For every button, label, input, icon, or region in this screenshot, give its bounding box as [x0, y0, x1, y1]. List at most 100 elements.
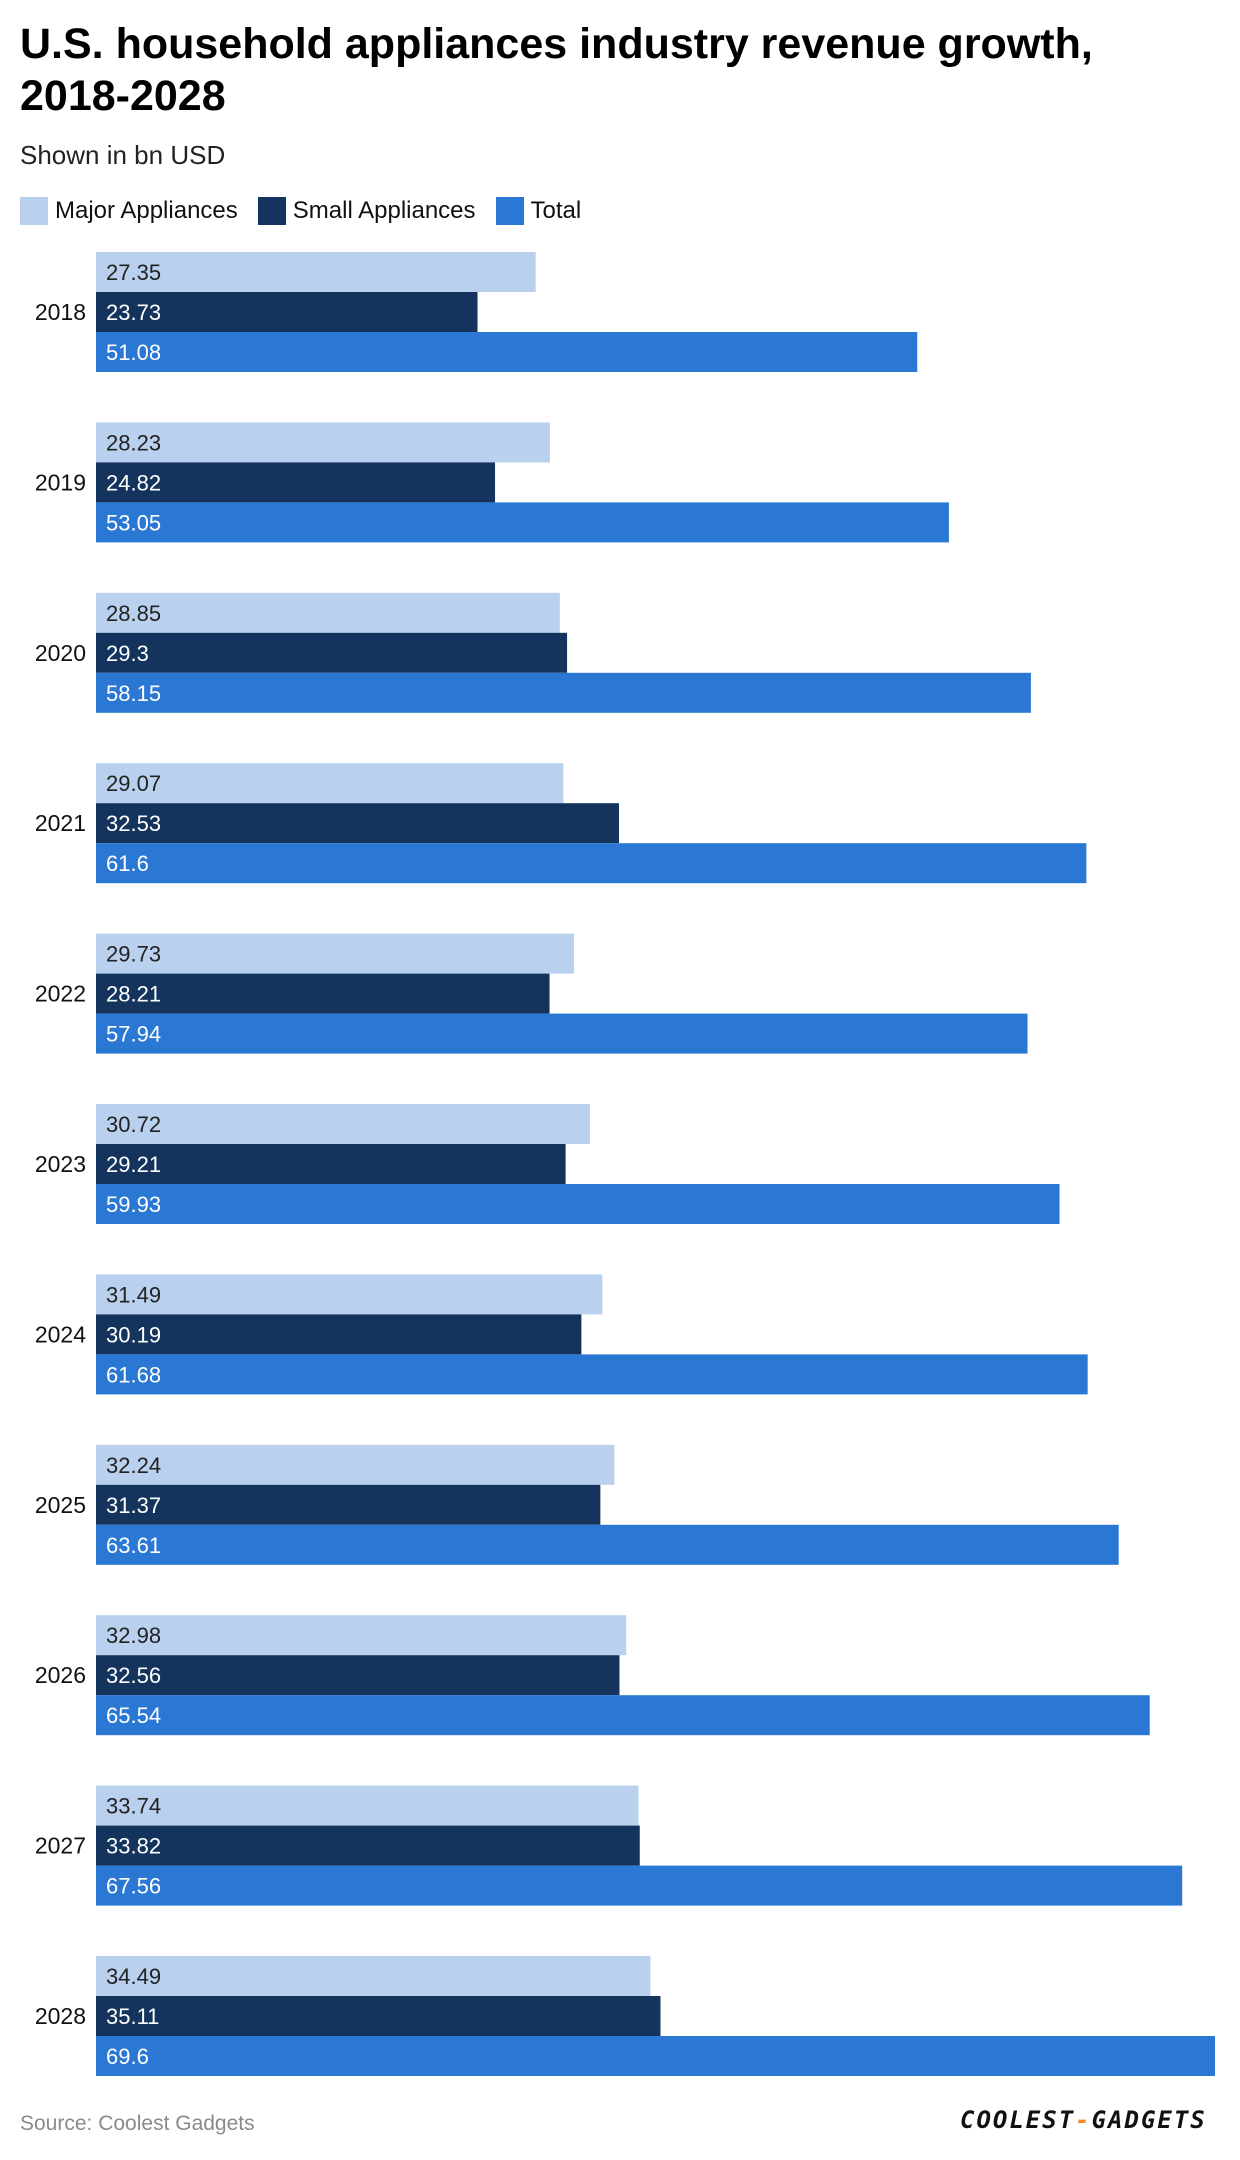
bar-major-2028	[96, 1956, 651, 1996]
bar-small-2028	[96, 1996, 661, 2036]
category-label-2023: 2023	[35, 1151, 86, 1177]
bar-group-2019: 2019 28.23 24.82 53.05	[35, 422, 949, 543]
data-label-small-2024: 30.19	[106, 1322, 161, 1347]
bar-group-2023: 2023 30.72 29.21 59.93	[35, 1104, 1060, 1224]
brand-logo: COOLEST-GADGETS	[960, 2106, 1207, 2134]
data-label-major-2028: 34.49	[106, 1964, 161, 1989]
data-label-total-2025: 63.61	[106, 1533, 161, 1558]
data-label-major-2021: 29.07	[106, 771, 161, 796]
bar-small-2022	[96, 973, 550, 1014]
bar-total-2018	[96, 332, 918, 372]
bar-major-2018	[96, 252, 536, 292]
data-label-small-2020: 29.3	[106, 641, 149, 666]
data-label-small-2027: 33.82	[106, 1834, 161, 1859]
bar-major-2023	[96, 1104, 590, 1144]
data-label-small-2026: 32.56	[106, 1663, 161, 1688]
bar-total-2026	[96, 1695, 1150, 1736]
logo-dash: -	[1075, 2106, 1092, 2134]
bar-major-2022	[96, 933, 574, 974]
category-label-2027: 2027	[35, 1833, 86, 1859]
data-label-total-2023: 59.93	[106, 1192, 161, 1217]
chart-title: U.S. household appliances industry reven…	[20, 20, 1093, 120]
legend-item-total: Total	[495, 197, 582, 225]
data-label-small-2018: 23.73	[106, 300, 161, 325]
category-label-2018: 2018	[35, 299, 86, 325]
data-label-major-2020: 28.85	[106, 601, 161, 626]
category-label-2024: 2024	[35, 1321, 86, 1347]
data-label-total-2028: 69.6	[106, 2044, 149, 2069]
data-label-small-2022: 28.21	[106, 982, 161, 1007]
data-label-major-2019: 28.23	[106, 430, 161, 455]
category-label-2021: 2021	[35, 810, 86, 836]
data-label-small-2019: 24.82	[106, 470, 161, 495]
bar-small-2019	[96, 462, 496, 503]
bar-total-2019	[96, 502, 949, 543]
legend-swatch-small	[257, 197, 286, 225]
bar-small-2025	[96, 1484, 601, 1525]
logo-text-right: GADGETS	[1091, 2106, 1207, 2134]
bar-total-2024	[96, 1354, 1088, 1395]
legend-label-major: Major Appliances	[55, 197, 238, 224]
legend-swatch-major	[20, 197, 48, 225]
data-label-small-2028: 35.11	[106, 2004, 159, 2029]
category-label-2019: 2019	[35, 469, 86, 495]
logo-text-left: COOLEST	[960, 2106, 1076, 2134]
data-label-major-2018: 27.35	[106, 260, 161, 285]
bar-group-2025: 2025 32.24 31.37 63.61	[35, 1444, 1119, 1565]
legend-swatch-total	[495, 197, 524, 225]
bar-small-2026	[96, 1655, 620, 1696]
chart-subtitle: Shown in bn USD	[20, 140, 226, 170]
bar-major-2020	[96, 592, 560, 633]
data-label-total-2019: 53.05	[106, 510, 161, 535]
data-label-major-2026: 32.98	[106, 1623, 161, 1648]
bar-major-2027	[96, 1785, 639, 1826]
data-label-total-2024: 61.68	[106, 1362, 161, 1387]
bar-total-2021	[96, 843, 1087, 884]
bar-total-2023	[96, 1184, 1060, 1224]
bar-small-2021	[96, 803, 620, 844]
bar-group-2026: 2026 32.98 32.56 65.54	[35, 1615, 1150, 1736]
bar-group-2024: 2024 31.49 30.19 61.68	[35, 1274, 1088, 1395]
data-label-total-2022: 57.94	[106, 1022, 161, 1047]
data-label-total-2021: 61.6	[106, 851, 149, 876]
legend-label-total: Total	[530, 197, 582, 224]
category-label-2028: 2028	[35, 2003, 86, 2029]
bar-group-2020: 2020 28.85 29.3 58.15	[35, 592, 1031, 713]
bar-major-2021	[96, 763, 564, 804]
data-label-major-2027: 33.74	[106, 1794, 161, 1819]
data-label-total-2020: 58.15	[106, 681, 161, 706]
data-label-total-2018: 51.08	[106, 340, 161, 365]
data-label-major-2022: 29.73	[106, 942, 161, 967]
data-label-small-2021: 32.53	[106, 811, 161, 836]
legend: Major Appliances Small Appliances Total	[20, 194, 581, 228]
bar-total-2027	[96, 1865, 1183, 1906]
data-label-major-2025: 32.24	[106, 1453, 161, 1478]
category-label-2022: 2022	[35, 981, 86, 1007]
bar-total-2022	[96, 1013, 1028, 1054]
bar-group-2028: 2028 34.49 35.11 69.6	[35, 1956, 1215, 2076]
data-label-major-2024: 31.49	[106, 1282, 161, 1307]
legend-item-small: Small Appliances	[257, 197, 476, 225]
bar-group-2022: 2022 29.73 28.21 57.94	[35, 933, 1028, 1054]
bar-major-2024	[96, 1274, 603, 1315]
data-label-total-2027: 67.56	[106, 1874, 161, 1899]
data-label-small-2023: 29.21	[106, 1152, 161, 1177]
bar-group-2027: 2027 33.74 33.82 67.56	[35, 1785, 1183, 1906]
category-label-2020: 2020	[35, 640, 86, 666]
bar-group-2021: 2021 29.07 32.53 61.6	[35, 763, 1087, 884]
bar-major-2019	[96, 422, 550, 463]
bar-small-2027	[96, 1825, 640, 1866]
bar-small-2018	[96, 292, 478, 332]
bar-chart: 201827.3523.7351.08201928.2324.8253.0520…	[35, 252, 1215, 2076]
bar-major-2026	[96, 1615, 627, 1656]
bar-total-2025	[96, 1524, 1119, 1565]
bar-small-2020	[96, 632, 568, 673]
data-label-major-2023: 30.72	[106, 1112, 161, 1137]
data-label-small-2025: 31.37	[106, 1493, 161, 1518]
bar-major-2025	[96, 1444, 615, 1485]
source-note: Source: Coolest Gadgets	[20, 2112, 255, 2135]
legend-item-major: Major Appliances	[20, 197, 238, 225]
bar-small-2024	[96, 1314, 582, 1355]
bar-total-2028	[96, 2036, 1215, 2076]
data-label-total-2026: 65.54	[106, 1703, 161, 1728]
